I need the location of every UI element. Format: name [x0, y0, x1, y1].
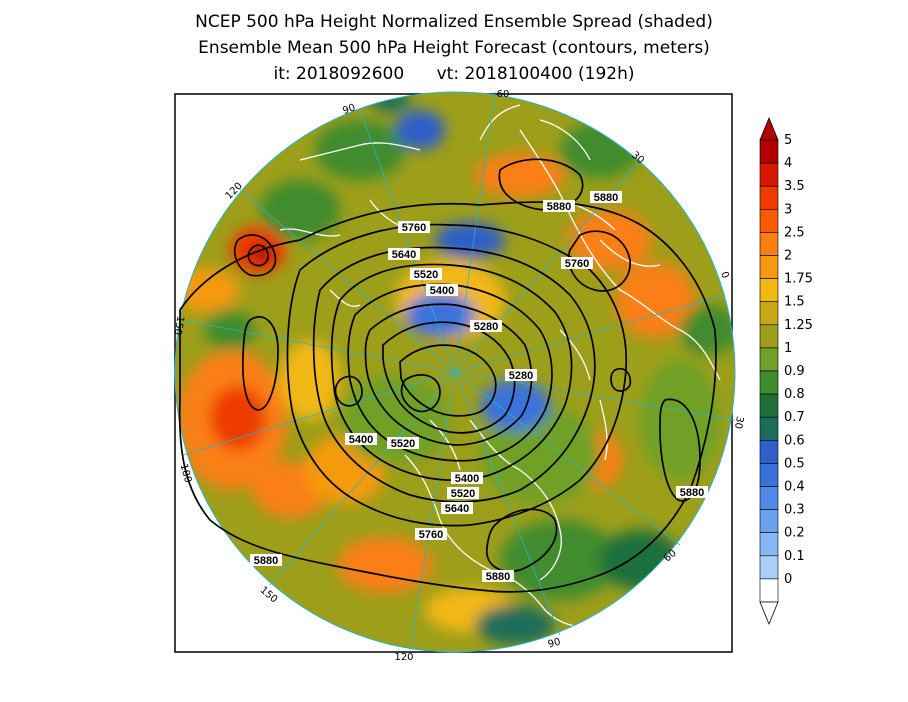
longitude-label: 90 [547, 637, 562, 651]
svg-text:5760: 5760 [565, 258, 589, 270]
colorbar-label: 0.7 [784, 410, 805, 425]
contour-label: 5880 [676, 486, 708, 499]
colorbar-label: 0.6 [784, 433, 805, 448]
colorbar-swatch [759, 393, 779, 418]
longitude-label: 180 [178, 463, 194, 484]
svg-text:5640: 5640 [445, 503, 469, 515]
colorbar-label: 0.2 [784, 526, 805, 541]
coastlines [279, 104, 721, 628]
longitude-label: 60 [497, 89, 510, 100]
colorbar-swatch [759, 486, 779, 510]
colorbar-swatch [759, 370, 779, 395]
colorbar-swatch [759, 532, 779, 557]
contour-label: 5640 [388, 248, 420, 261]
longitude-label: 0 [718, 270, 731, 280]
map-title-line2: Ensemble Mean 500 hPa Height Forecast (c… [198, 38, 710, 58]
contour-label: 5880 [590, 191, 622, 204]
contour-label: 5400 [345, 433, 377, 446]
colorbar-label: 1.5 [784, 295, 805, 310]
colorbar-swatch [759, 578, 779, 603]
colorbar-label: 0.8 [784, 387, 805, 402]
svg-text:5520: 5520 [414, 269, 438, 281]
svg-text:5880: 5880 [486, 571, 510, 583]
colorbar-swatch [759, 509, 779, 534]
contour-label: 5880 [482, 570, 514, 583]
colorbar: 5 4 3.5 3 2.5 2 1.75 1.5 1.25 1 0.9 0.8 0.7 0.6 0.5 0.4… [759, 116, 813, 626]
colorbar-label: 0.9 [784, 364, 805, 379]
colorbar-swatch [759, 324, 779, 349]
colorbar-top-arrow [759, 116, 779, 141]
colorbar-label: 3 [784, 202, 792, 217]
colorbar-label: 4 [784, 156, 792, 171]
colorbar-label: 2 [784, 249, 792, 264]
longitude-label: 30 [732, 415, 745, 429]
colorbar-label: 0.3 [784, 503, 805, 518]
svg-text:5400: 5400 [455, 473, 479, 485]
svg-text:5280: 5280 [474, 321, 498, 333]
colorbar-label: 0.1 [784, 549, 805, 564]
colorbar-swatch [759, 301, 779, 326]
colorbar-label: 5 [784, 133, 792, 148]
colorbar-swatch [759, 555, 779, 580]
longitude-label: 90 [341, 102, 357, 117]
colorbar-label: 0 [784, 572, 792, 587]
height-contours [178, 158, 717, 593]
svg-text:5880: 5880 [594, 192, 618, 204]
contour-label: 5520 [387, 437, 419, 450]
colorbar-swatch [759, 347, 779, 372]
colorbar-label: 3.5 [784, 179, 805, 194]
contour-label: 5760 [561, 257, 593, 270]
contour-label: 5880 [543, 200, 575, 213]
svg-text:5520: 5520 [391, 438, 415, 450]
contour-label: 5400 [451, 472, 483, 485]
colorbar-swatch [759, 416, 779, 441]
contour-label: 5400 [426, 284, 458, 297]
contour-label: 5760 [415, 528, 447, 541]
contour-label: 5520 [447, 487, 479, 500]
map-title-line3: it: 2018092600 vt: 2018100400 (192h) [273, 64, 635, 84]
map-title-line1: NCEP 500 hPa Height Normalized Ensemble … [195, 12, 713, 32]
svg-text:5760: 5760 [419, 529, 443, 541]
svg-text:5880: 5880 [254, 555, 278, 567]
colorbar-swatch [759, 162, 779, 187]
colorbar-swatch [759, 139, 779, 164]
colorbar-swatch [759, 209, 779, 233]
colorbar-swatch [759, 232, 779, 256]
svg-text:5400: 5400 [430, 285, 454, 297]
colorbar-label: 0.4 [784, 480, 805, 495]
colorbar-label: 1.75 [784, 272, 813, 287]
colorbar-swatch [759, 439, 779, 464]
contour-label: 5760 [398, 221, 430, 234]
colorbar-label: 0.5 [784, 456, 805, 471]
svg-text:5400: 5400 [349, 434, 373, 446]
svg-text:5520: 5520 [451, 488, 475, 500]
contour-label: 5640 [441, 502, 473, 515]
colorbar-label: 1 [784, 341, 792, 356]
map-boundary [174, 91, 736, 653]
colorbar-swatch [759, 463, 779, 487]
colorbar-swatch [759, 185, 779, 210]
colorbar-bottom-arrow [759, 601, 779, 626]
contour-label: 5520 [410, 268, 442, 281]
contour-label: 5880 [250, 554, 282, 567]
longitude-label: 150 [171, 315, 185, 336]
svg-text:5760: 5760 [402, 222, 426, 234]
svg-text:5280: 5280 [509, 370, 533, 382]
colorbar-label: 1.25 [784, 318, 813, 333]
svg-text:5640: 5640 [392, 249, 416, 261]
svg-text:5880: 5880 [547, 201, 571, 213]
contour-label: 5280 [505, 369, 537, 382]
svg-text:5880: 5880 [680, 487, 704, 499]
colorbar-swatch [759, 255, 779, 279]
contour-label: 5280 [470, 320, 502, 333]
colorbar-label: 2.5 [784, 225, 805, 240]
contour-label-layer: 5880 5880 5760 5760 5640 5520 5400 5280 … [250, 191, 708, 583]
longitude-label: 120 [394, 652, 413, 663]
colorbar-swatch [759, 278, 779, 303]
